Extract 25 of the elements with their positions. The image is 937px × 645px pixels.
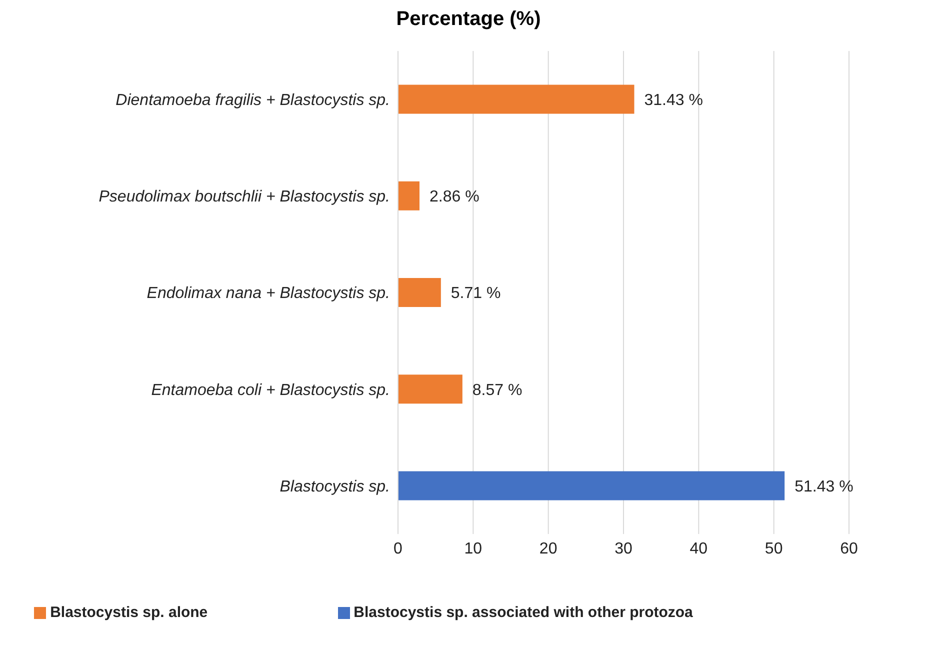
bar xyxy=(398,181,420,210)
y-tick-label: Endolimax nana + Blastocystis sp. xyxy=(146,285,390,302)
bar xyxy=(398,278,441,308)
data-label: 5.71 % xyxy=(450,285,501,302)
data-label: 51.43 % xyxy=(794,478,854,496)
x-tick-label: 20 xyxy=(539,540,558,558)
legend-label: Blastocystis sp. alone xyxy=(50,604,208,621)
data-label: 2.86 % xyxy=(430,188,480,206)
x-tick-label: 50 xyxy=(764,540,783,558)
legend-label: Blastocystis sp. associated with other protozoa xyxy=(354,604,693,621)
data-label: 31.43 % xyxy=(644,92,703,109)
y-tick-label: Blastocystis sp. xyxy=(280,478,390,496)
y-tick-label: Pseudolimax boutschlii + Blastocystis sp. xyxy=(98,188,390,206)
x-tick-label: 60 xyxy=(840,540,858,558)
bar xyxy=(398,84,634,114)
x-tick-label: 30 xyxy=(614,540,632,558)
bar xyxy=(398,374,462,404)
data-label: 8.57 % xyxy=(472,382,522,399)
bar xyxy=(398,471,785,500)
chart-title: Percentage (%) xyxy=(395,8,542,31)
y-tick-label: Dientamoeba fragilis + Blastocystis sp. xyxy=(116,92,390,109)
x-tick-label: 10 xyxy=(464,540,482,558)
y-tick-label: Entamoeba coli + Blastocystis sp. xyxy=(151,382,390,399)
x-tick-label: 40 xyxy=(690,540,708,558)
x-tick-label: 0 xyxy=(394,540,403,558)
